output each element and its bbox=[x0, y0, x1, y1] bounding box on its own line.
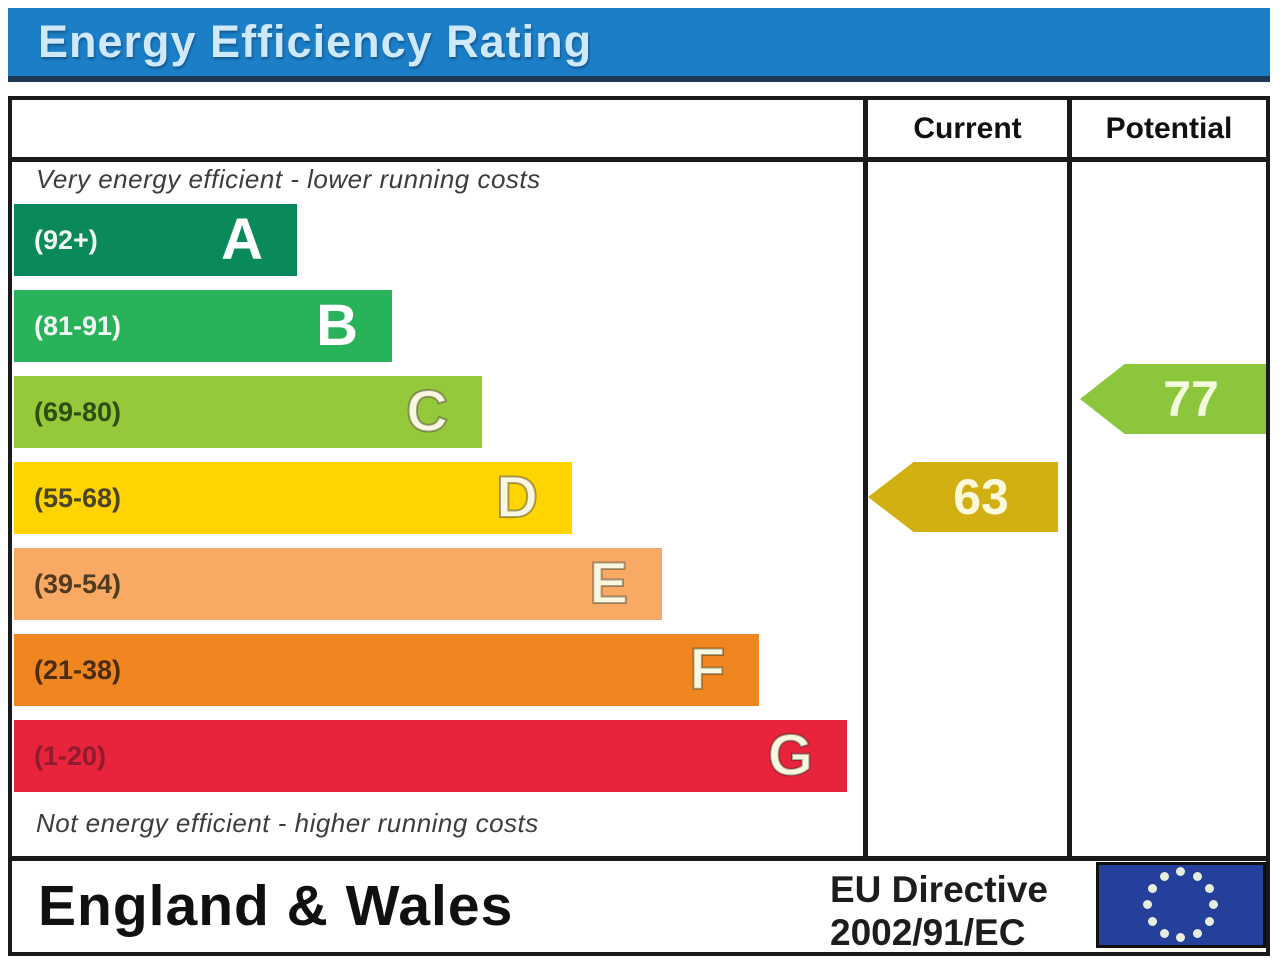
band-range-label: (81-91) bbox=[34, 311, 122, 341]
current-rating-value: 63 bbox=[953, 469, 1009, 525]
eu-flag-star bbox=[1176, 933, 1185, 942]
eu-flag-star bbox=[1205, 917, 1214, 926]
rating-table: Current Potential Very energy efficient … bbox=[8, 96, 1270, 956]
band-letter: G bbox=[767, 722, 814, 789]
top-caption: Very energy efficient - lower running co… bbox=[36, 164, 541, 194]
band-range-label: (92+) bbox=[34, 225, 98, 255]
band-range-label: (21-38) bbox=[34, 655, 122, 685]
band-row-e: (39-54) E bbox=[14, 548, 662, 620]
band-row-d: (55-68) D bbox=[14, 462, 572, 534]
band-row-c: (69-80) C bbox=[14, 376, 482, 448]
column-divider bbox=[1067, 100, 1072, 861]
current-rating-arrow: 63 bbox=[868, 462, 1058, 532]
band-letter: A bbox=[221, 207, 263, 272]
band-letter: B bbox=[316, 293, 358, 358]
eu-flag-star bbox=[1143, 900, 1152, 909]
region-label: England & Wales bbox=[38, 874, 514, 938]
band-letter: F bbox=[689, 636, 726, 703]
band-letter: D bbox=[495, 464, 539, 531]
header-separator-line bbox=[12, 157, 1266, 162]
band-range-label: (69-80) bbox=[34, 397, 122, 427]
band-range-label: (55-68) bbox=[34, 483, 122, 513]
column-header-current: Current bbox=[913, 112, 1022, 145]
bottom-caption: Not energy efficient - higher running co… bbox=[36, 808, 539, 838]
eu-flag-star bbox=[1148, 884, 1157, 893]
eu-flag-star bbox=[1193, 872, 1202, 881]
footer-separator-line bbox=[12, 856, 1266, 861]
eu-flag-star bbox=[1205, 884, 1214, 893]
band-row-b: (81-91) B bbox=[14, 290, 392, 362]
band-row-f: (21-38) F bbox=[14, 634, 759, 706]
column-header-potential: Potential bbox=[1105, 112, 1233, 145]
eu-flag-star bbox=[1193, 929, 1202, 938]
column-divider bbox=[863, 100, 868, 861]
band-row-g: (1-20) G bbox=[14, 720, 847, 792]
band-range-label: (39-54) bbox=[34, 569, 122, 599]
title-bar: Energy Efficiency Rating bbox=[8, 8, 1270, 82]
eu-flag-star bbox=[1209, 900, 1218, 909]
eu-directive-label: EU Directive 2002/91/EC bbox=[830, 868, 1048, 954]
eu-flag-star bbox=[1160, 929, 1169, 938]
eu-flag-star bbox=[1148, 917, 1157, 926]
eu-directive-line1: EU Directive bbox=[830, 869, 1048, 910]
band-range-label: (1-20) bbox=[34, 741, 107, 771]
potential-rating-value: 77 bbox=[1163, 371, 1219, 427]
potential-rating-arrow: 77 bbox=[1080, 364, 1266, 434]
page-title: Energy Efficiency Rating bbox=[38, 16, 593, 67]
eu-flag-star bbox=[1176, 867, 1185, 876]
eu-flag-star bbox=[1160, 872, 1169, 881]
band-letter: E bbox=[588, 550, 629, 617]
band-letter: C bbox=[405, 378, 449, 445]
eu-flag-icon bbox=[1096, 862, 1266, 948]
eu-directive-line2: 2002/91/EC bbox=[830, 912, 1026, 953]
band-row-a: (92+) A bbox=[14, 204, 297, 276]
